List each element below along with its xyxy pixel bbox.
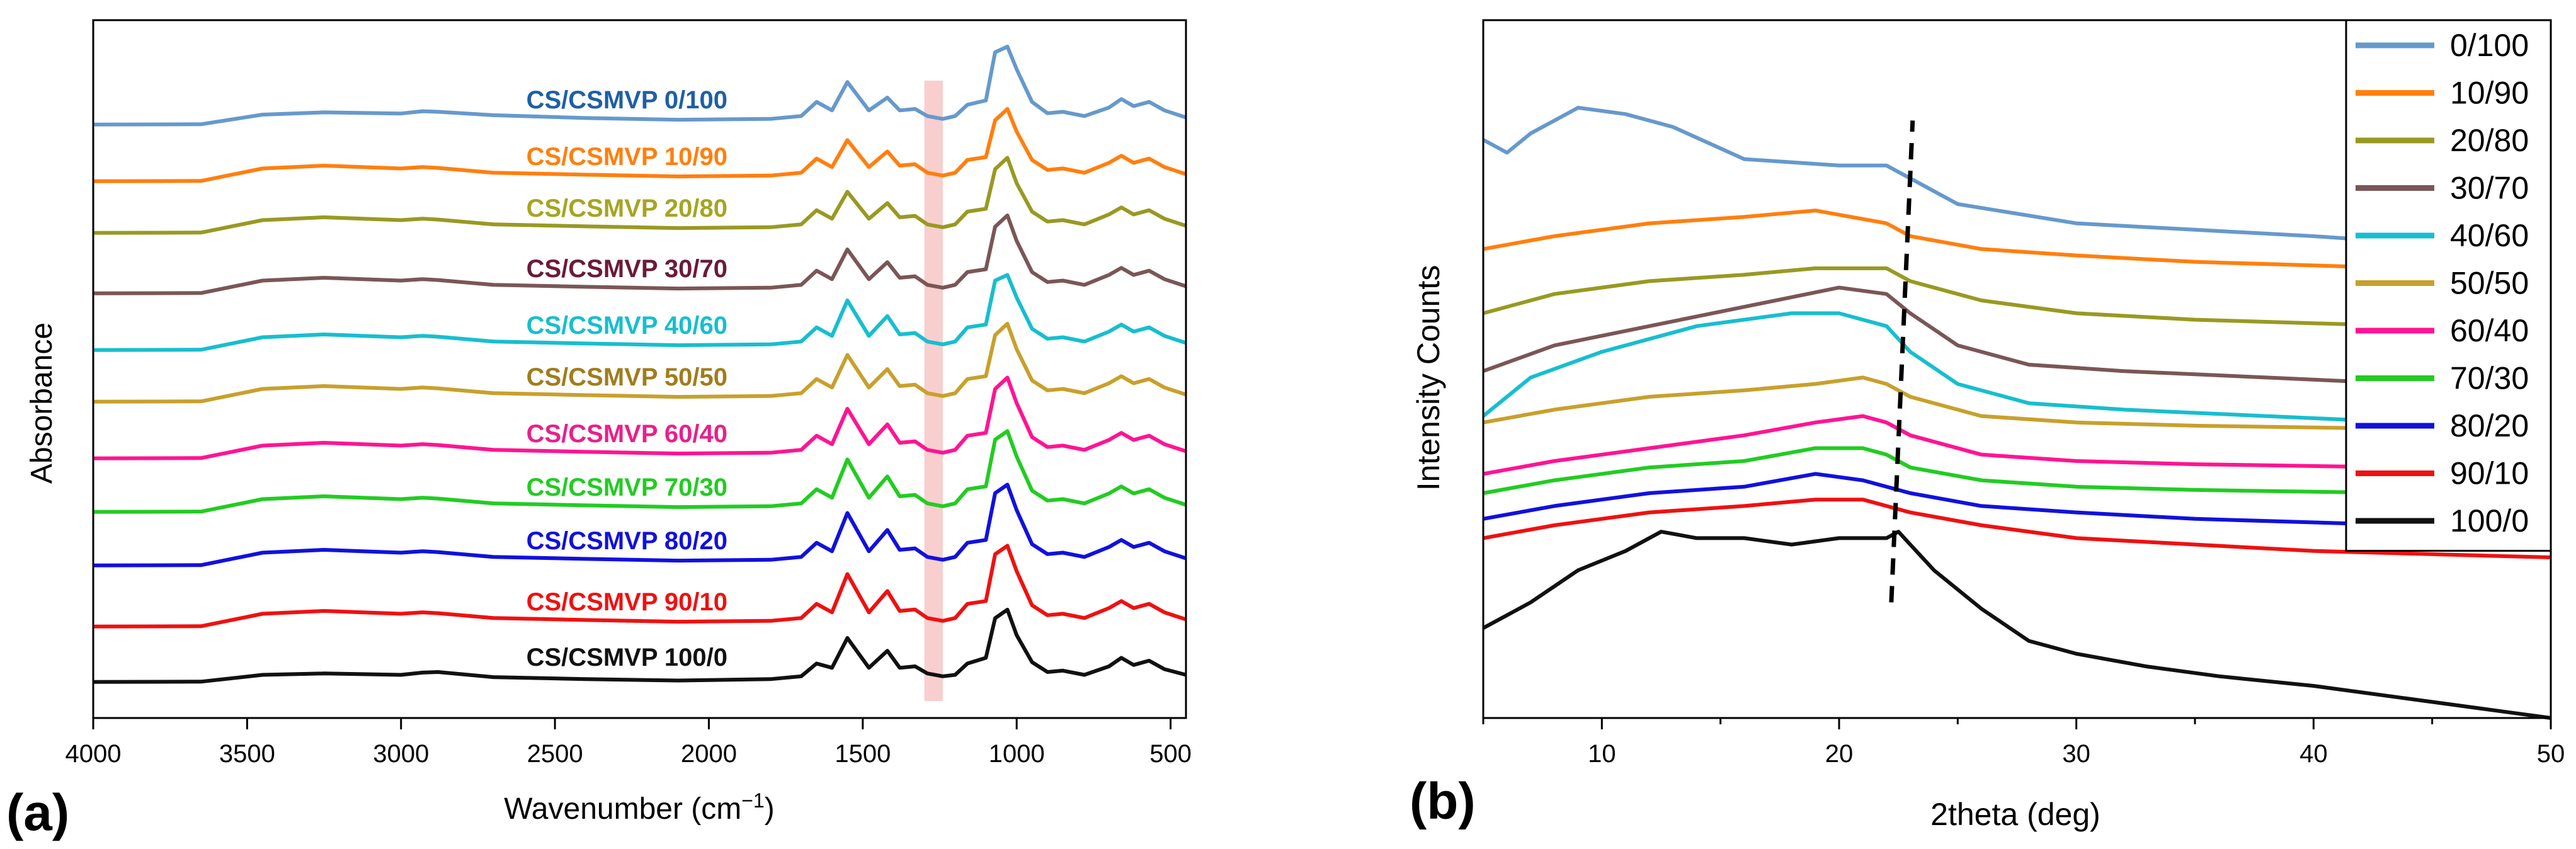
xrd-line-50-50: [1483, 375, 2409, 431]
xrd-line-80-20: [1483, 472, 2409, 527]
ftir-panel: CS/CSMVP 0/100 CS/CSMVP 10/90 CS/CSMVP 20/…: [6, 19, 1192, 841]
xrd-legend-label-70-30: 70/30: [2450, 361, 2529, 396]
ftir-line-cs-csmvp-80-20: [93, 482, 1187, 567]
ftir-line-cs-csmvp-30-70: [93, 214, 1187, 295]
xrd-line-30-70: [1482, 285, 2409, 386]
ftir-label-cs-csmvp-50-50: CS/CSMVP 50/50: [527, 363, 727, 391]
ftir-line-cs-csmvp-100-0: [93, 608, 1187, 684]
xrd-legend: 0/100 10/90 20/80 30/70 40/60 50/50 60/40 70/30…: [2345, 19, 2552, 552]
xrd-line-0-100: [1482, 106, 2409, 245]
ftir-line-cs-csmvp-0-100: [93, 45, 1187, 127]
xrd-legend-label-90-10: 90/10: [2450, 456, 2529, 491]
ftir-line-cs-csmvp-20-80: [93, 156, 1187, 235]
ftir-tick-label-2000: 2000: [681, 740, 737, 768]
xrd-tick-label-20: 20: [1825, 740, 1854, 768]
xrd-tick-label-10: 10: [1588, 740, 1616, 768]
xrd-line-70-30: [1483, 446, 2409, 495]
ftir-label-cs-csmvp-10-90: CS/CSMVP 10/90: [527, 143, 727, 171]
ftir-y-axis-label: Absorbance: [25, 322, 59, 484]
ftir-label-cs-csmvp-90-10: CS/CSMVP 90/10: [527, 588, 727, 616]
ftir-line-cs-csmvp-90-10: [93, 544, 1187, 629]
ftir-label-cs-csmvp-60-40: CS/CSMVP 60/40: [527, 420, 727, 448]
ftir-label-cs-csmvp-40-60: CS/CSMVP 40/60: [527, 312, 727, 339]
ftir-line-cs-csmvp-50-50: [93, 322, 1187, 404]
xrd-line-60-40: [1483, 414, 2409, 476]
xrd-legend-label-10-90: 10/90: [2450, 76, 2529, 111]
ftir-label-cs-csmvp-80-20: CS/CSMVP 80/20: [527, 527, 727, 555]
xrd-legend-label-30-70: 30/70: [2450, 171, 2529, 206]
xrd-tick-label-50: 50: [2537, 740, 2565, 768]
ftir-label-cs-csmvp-100-0: CS/CSMVP 100/0: [527, 644, 727, 671]
xrd-tick-label-30: 30: [2062, 740, 2090, 768]
ftir-line-cs-csmvp-10-90: [93, 107, 1187, 183]
ftir-series-labels: CS/CSMVP 0/100 CS/CSMVP 10/90 CS/CSMVP 20/…: [527, 86, 727, 671]
ftir-tick-label-2500: 2500: [527, 740, 583, 768]
ftir-tick-label-1500: 1500: [835, 740, 891, 768]
xrd-panel: 10 20 30 40 50 0/100 10/90 20/80 30/70 40/60 50/5…: [1410, 19, 2565, 832]
xrd-legend-label-50-50: 50/50: [2450, 266, 2529, 301]
ftir-tick-label-4000: 4000: [66, 740, 122, 768]
ftir-label-cs-csmvp-0-100: CS/CSMVP 0/100: [527, 86, 727, 114]
xrd-legend-label-60-40: 60/40: [2450, 313, 2529, 348]
ftir-label-cs-csmvp-70-30: CS/CSMVP 70/30: [527, 474, 727, 501]
ftir-tick-label-3000: 3000: [373, 740, 429, 768]
xrd-series-lines: [1482, 106, 2551, 720]
ftir-line-cs-csmvp-40-60: [93, 273, 1187, 352]
highlight-band: [924, 81, 943, 701]
ftir-x-axis-label: Wavenumber (cm−1): [504, 789, 774, 826]
xrd-line-10-90: [1483, 208, 2409, 270]
xrd-y-axis-label: Intensity Counts: [1411, 265, 1446, 491]
xrd-legend-label-20-80: 20/80: [2450, 123, 2529, 158]
xrd-legend-label-80-20: 80/20: [2450, 408, 2529, 443]
peak-shift-dashed-line: [1889, 120, 1915, 603]
panel-label-a: (a): [6, 784, 69, 841]
ftir-plot-frame: [92, 19, 1187, 719]
ftir-tick-label-1000: 1000: [989, 740, 1045, 768]
ftir-label-cs-csmvp-20-80: CS/CSMVP 20/80: [527, 195, 727, 222]
ftir-x-ticks: 4000 3500 3000 2500 2000 1500 1000 500: [66, 718, 1192, 768]
ftir-line-cs-csmvp-60-40: [93, 375, 1187, 460]
panel-label-b: (b): [1410, 773, 1476, 830]
xrd-legend-label-100-0: 100/0: [2450, 503, 2529, 538]
xrd-legend-label-0-100: 0/100: [2450, 28, 2529, 63]
xrd-line-20-80: [1483, 266, 2409, 328]
ftir-line-cs-csmvp-70-30: [93, 429, 1187, 514]
xrd-x-ticks: 10 20 30 40 50: [1482, 718, 2565, 768]
xrd-line-100-0: [1482, 530, 2551, 720]
xrd-x-axis-label: 2theta (deg): [1930, 797, 2100, 832]
ftir-tick-label-500: 500: [1149, 740, 1192, 768]
ftir-series-lines: [93, 45, 1187, 684]
xrd-line-40-60: [1482, 311, 2409, 424]
xrd-legend-box: [2345, 19, 2552, 552]
ftir-tick-label-3500: 3500: [219, 740, 275, 768]
xrd-line-90-10: [1483, 498, 2551, 559]
xrd-legend-label-40-60: 40/60: [2450, 218, 2529, 253]
xrd-tick-label-40: 40: [2300, 740, 2328, 768]
ftir-label-cs-csmvp-30-70: CS/CSMVP 30/70: [527, 255, 727, 283]
